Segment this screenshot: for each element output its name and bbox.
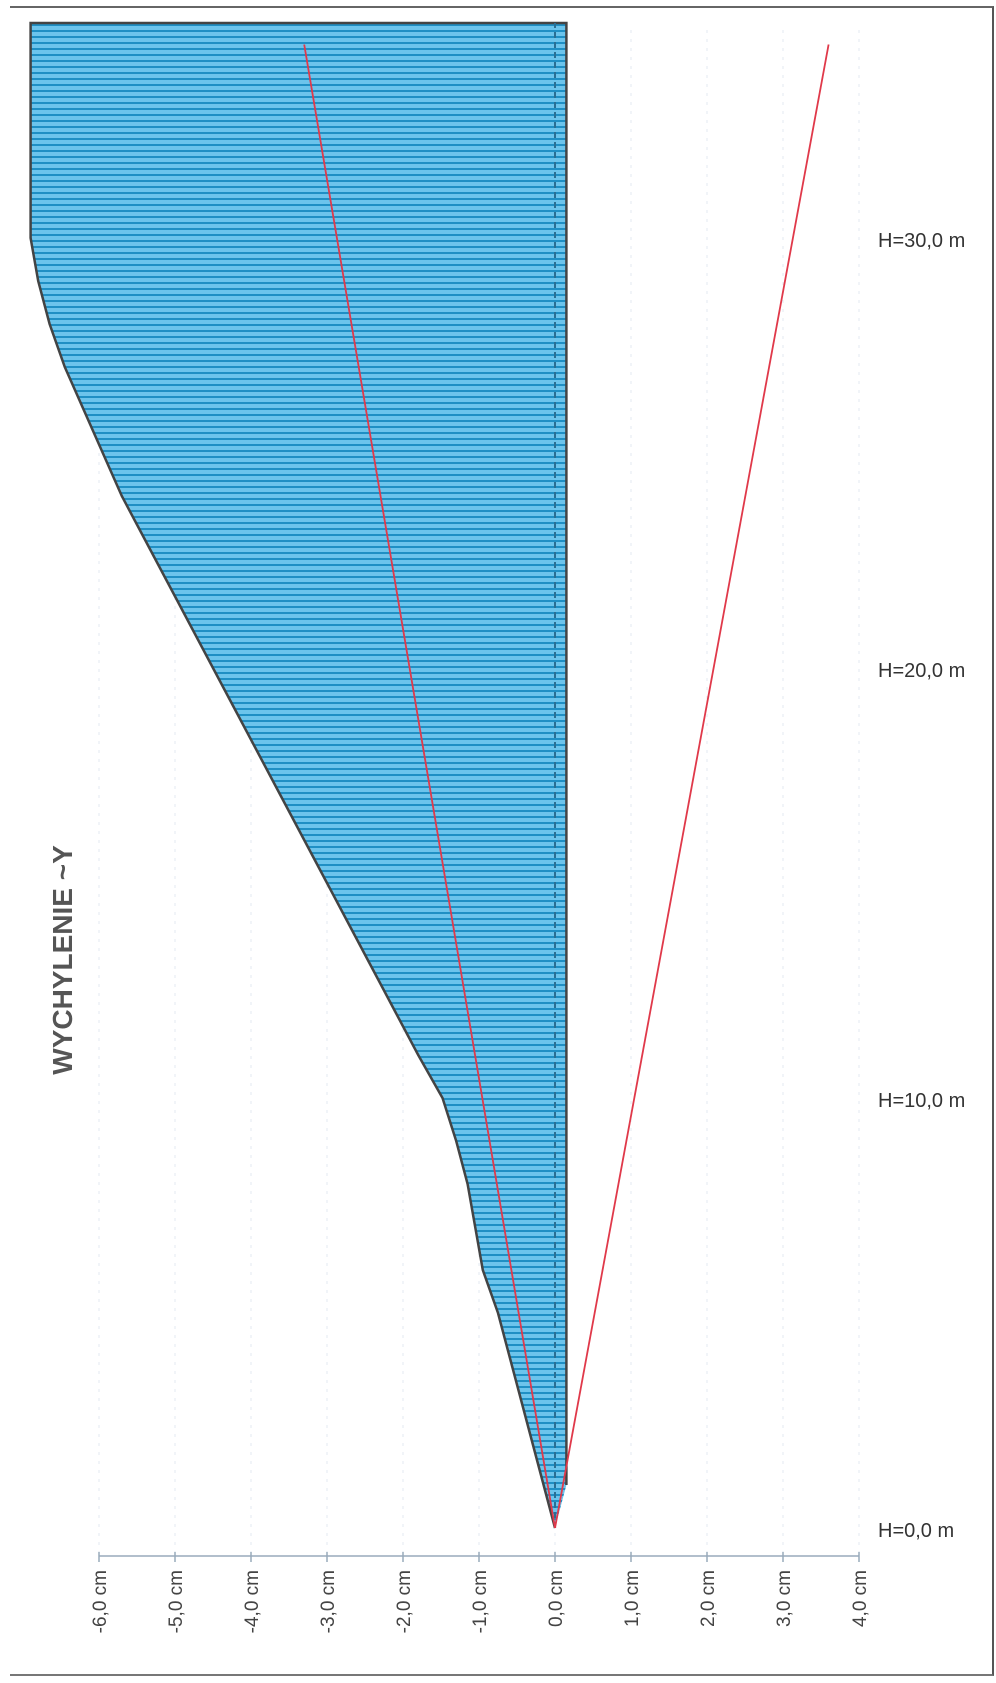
limit-lines xyxy=(303,44,830,1529)
height-label: H=30,0 m xyxy=(878,230,965,252)
x-tick-label: -6,0 cm xyxy=(90,1570,111,1633)
x-tick-label: 3,0 cm xyxy=(774,1570,795,1627)
chart-title: WYCHYLENIE ~Y xyxy=(47,845,78,1075)
x-axis: -6,0 cm -5,0 cm -4,0 cm -3,0 cm -2,0 cm -1,0 … xyxy=(90,1552,871,1633)
x-tick-label: -5,0 cm xyxy=(166,1570,187,1633)
x-tick-label: 1,0 cm xyxy=(622,1570,643,1627)
height-label: H=20,0 m xyxy=(878,660,965,682)
limit-line xyxy=(303,44,556,1529)
height-labels: H=0,0 m H=10,0 m H=20,0 m H=30,0 m xyxy=(878,230,965,1542)
deflection-area xyxy=(29,21,568,1529)
x-tick-label: 2,0 cm xyxy=(698,1570,719,1627)
x-tick-label: -2,0 cm xyxy=(394,1570,415,1633)
height-label: H=0,0 m xyxy=(878,1520,954,1542)
deflection-fill xyxy=(30,23,567,1528)
limit-line xyxy=(554,44,830,1529)
x-tick-label: -3,0 cm xyxy=(318,1570,339,1633)
x-tick-label: -4,0 cm xyxy=(242,1570,263,1633)
deflection-outline xyxy=(29,21,568,1529)
x-tick-label: 4,0 cm xyxy=(850,1570,871,1627)
height-label: H=10,0 m xyxy=(878,1090,965,1112)
x-tick-label: 0,0 cm xyxy=(546,1570,567,1627)
x-tick-label: -1,0 cm xyxy=(470,1570,491,1633)
chart-frame xyxy=(10,6,994,1676)
